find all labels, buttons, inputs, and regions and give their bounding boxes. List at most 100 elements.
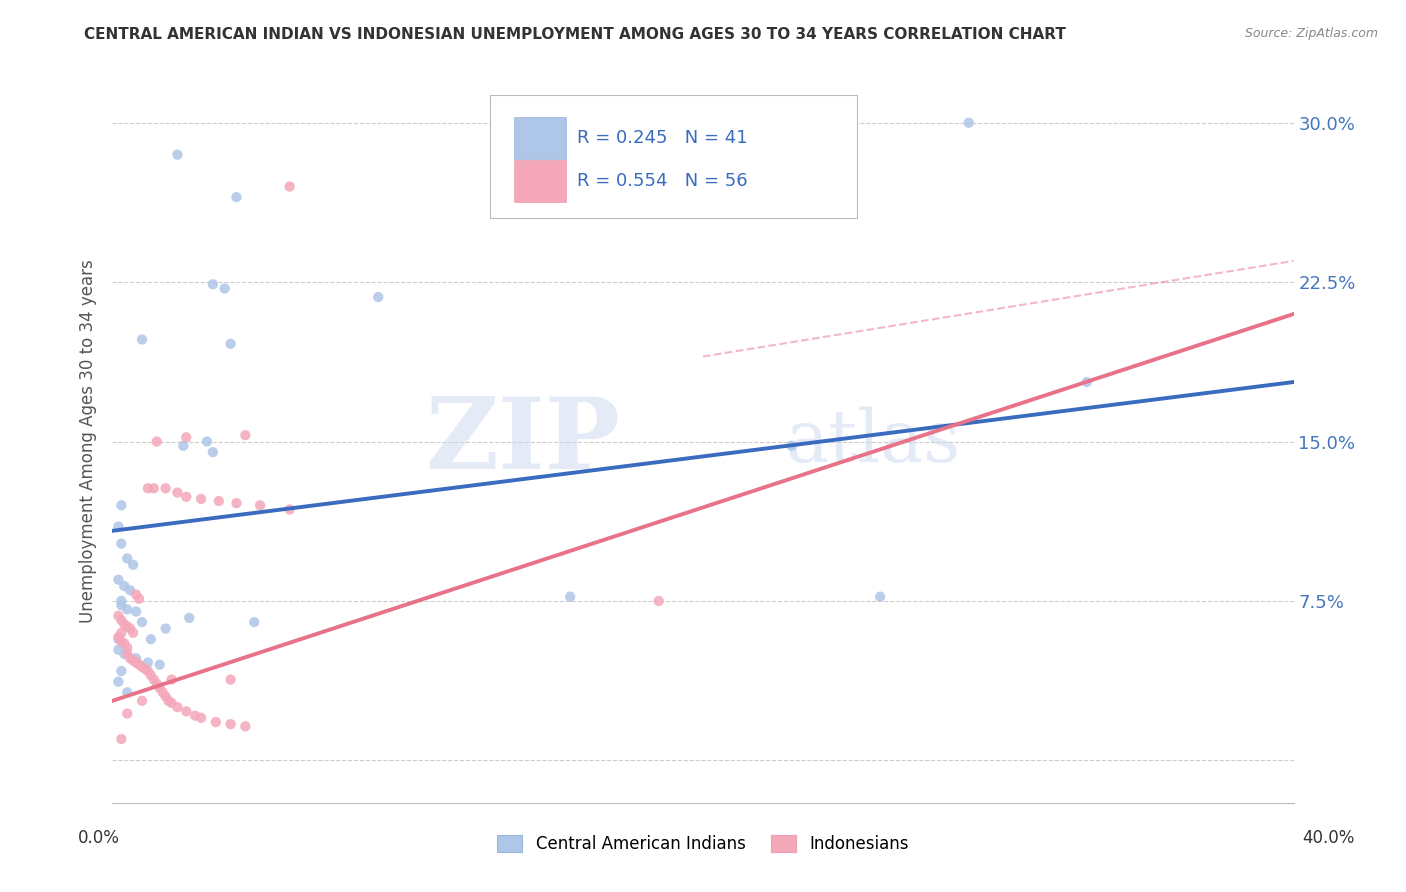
- Point: [219, 673, 242, 687]
- Point: [179, 611, 201, 625]
- Point: [110, 498, 132, 512]
- Point: [367, 290, 389, 304]
- Point: [219, 717, 242, 731]
- Point: [107, 573, 129, 587]
- Point: [195, 434, 218, 449]
- Point: [205, 714, 228, 729]
- Point: [278, 502, 301, 516]
- Point: [160, 673, 183, 687]
- Point: [136, 664, 159, 678]
- Point: [110, 598, 132, 612]
- Point: [107, 642, 129, 657]
- Point: [780, 439, 803, 453]
- Point: [131, 333, 153, 347]
- Point: [214, 281, 236, 295]
- Point: [125, 651, 148, 665]
- Point: [160, 696, 183, 710]
- Text: 40.0%: 40.0%: [1302, 829, 1355, 847]
- Point: [117, 602, 138, 616]
- Point: [117, 640, 138, 655]
- Point: [117, 551, 138, 566]
- Point: [107, 519, 129, 533]
- Point: [233, 719, 256, 733]
- Point: [142, 673, 165, 687]
- Point: [117, 706, 138, 721]
- Point: [152, 685, 174, 699]
- Point: [647, 594, 671, 608]
- Point: [184, 708, 207, 723]
- Point: [125, 656, 148, 670]
- Point: [112, 647, 135, 661]
- Point: [155, 622, 177, 636]
- Text: 0.0%: 0.0%: [77, 829, 120, 847]
- Legend: Central American Indians, Indonesians: Central American Indians, Indonesians: [491, 828, 915, 860]
- Point: [174, 430, 197, 444]
- Text: Source: ZipAtlas.com: Source: ZipAtlas.com: [1244, 27, 1378, 40]
- Point: [110, 594, 132, 608]
- FancyBboxPatch shape: [515, 117, 565, 159]
- Point: [957, 116, 980, 130]
- Point: [136, 656, 159, 670]
- FancyBboxPatch shape: [491, 95, 856, 218]
- Point: [136, 481, 159, 495]
- Point: [249, 498, 271, 512]
- Point: [558, 590, 582, 604]
- Point: [208, 494, 231, 508]
- Point: [146, 434, 169, 449]
- Point: [174, 705, 197, 719]
- Point: [190, 491, 212, 506]
- Point: [172, 439, 194, 453]
- Point: [155, 690, 177, 704]
- Point: [125, 588, 148, 602]
- Point: [117, 647, 138, 661]
- Point: [219, 336, 242, 351]
- Point: [128, 657, 150, 672]
- Point: [233, 428, 256, 442]
- Point: [131, 694, 153, 708]
- Point: [201, 277, 224, 292]
- Point: [243, 615, 266, 630]
- Point: [1076, 375, 1098, 389]
- Point: [112, 617, 135, 632]
- Point: [225, 496, 247, 510]
- Y-axis label: Unemployment Among Ages 30 to 34 years: Unemployment Among Ages 30 to 34 years: [79, 260, 97, 624]
- Point: [190, 711, 212, 725]
- Point: [117, 685, 138, 699]
- FancyBboxPatch shape: [515, 161, 565, 202]
- Point: [122, 653, 145, 667]
- Point: [110, 664, 132, 678]
- Point: [107, 630, 129, 644]
- Point: [120, 583, 142, 598]
- Point: [110, 536, 132, 550]
- Point: [120, 651, 142, 665]
- Point: [139, 632, 162, 647]
- Point: [278, 179, 301, 194]
- Text: R = 0.554   N = 56: R = 0.554 N = 56: [578, 172, 748, 190]
- Point: [122, 558, 145, 572]
- Point: [128, 591, 150, 606]
- Point: [112, 636, 135, 650]
- Point: [107, 632, 129, 647]
- Text: atlas: atlas: [786, 406, 962, 477]
- Point: [166, 700, 188, 714]
- Text: R = 0.245   N = 41: R = 0.245 N = 41: [578, 129, 748, 147]
- Point: [155, 481, 177, 495]
- Text: ZIP: ZIP: [426, 393, 620, 490]
- Point: [174, 490, 197, 504]
- Point: [110, 732, 132, 747]
- Point: [112, 579, 135, 593]
- Point: [149, 657, 172, 672]
- Point: [146, 677, 169, 691]
- Point: [139, 668, 162, 682]
- Point: [166, 485, 188, 500]
- Point: [131, 660, 153, 674]
- Point: [869, 590, 891, 604]
- Point: [120, 622, 142, 636]
- Point: [107, 608, 129, 623]
- Point: [131, 615, 153, 630]
- Point: [142, 481, 165, 495]
- Point: [166, 147, 188, 161]
- Point: [110, 613, 132, 627]
- Point: [157, 694, 180, 708]
- Point: [149, 681, 172, 695]
